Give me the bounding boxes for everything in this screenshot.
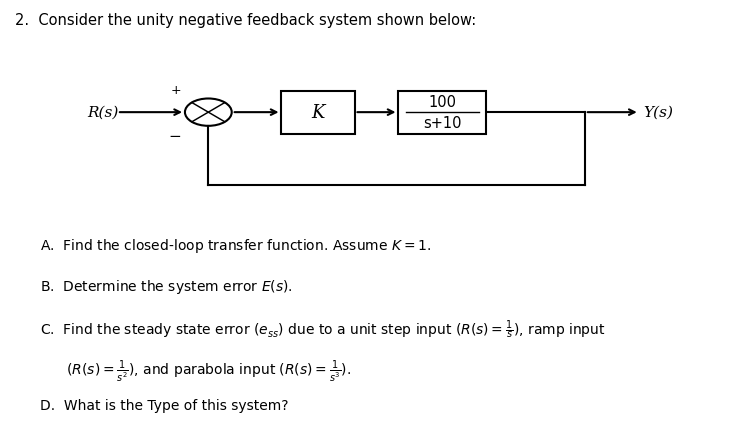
Text: +: + bbox=[170, 84, 181, 97]
Text: 100: 100 bbox=[428, 95, 456, 110]
Text: R(s): R(s) bbox=[88, 106, 119, 120]
Text: 2.  Consider the unity negative feedback system shown below:: 2. Consider the unity negative feedback … bbox=[15, 13, 476, 28]
Text: A.  Find the closed-loop transfer function. Assume $K = 1$.: A. Find the closed-loop transfer functio… bbox=[40, 236, 431, 254]
Text: D.  What is the Type of this system?: D. What is the Type of this system? bbox=[40, 398, 289, 412]
Text: Y(s): Y(s) bbox=[643, 106, 673, 120]
FancyBboxPatch shape bbox=[398, 92, 486, 134]
Text: C.  Find the steady state error $(e_{ss})$ due to a unit step input $(R(s) = \fr: C. Find the steady state error $(e_{ss})… bbox=[40, 317, 606, 340]
Text: K: K bbox=[311, 104, 325, 122]
Text: s+10: s+10 bbox=[423, 116, 461, 131]
FancyBboxPatch shape bbox=[281, 92, 355, 134]
Text: B.  Determine the system error $E(s)$.: B. Determine the system error $E(s)$. bbox=[40, 277, 293, 295]
Text: −: − bbox=[169, 129, 181, 144]
Text: $(R(s) = \frac{1}{s^2})$, and parabola input $(R(s) = \frac{1}{s^3})$.: $(R(s) = \frac{1}{s^2})$, and parabola i… bbox=[40, 358, 352, 384]
